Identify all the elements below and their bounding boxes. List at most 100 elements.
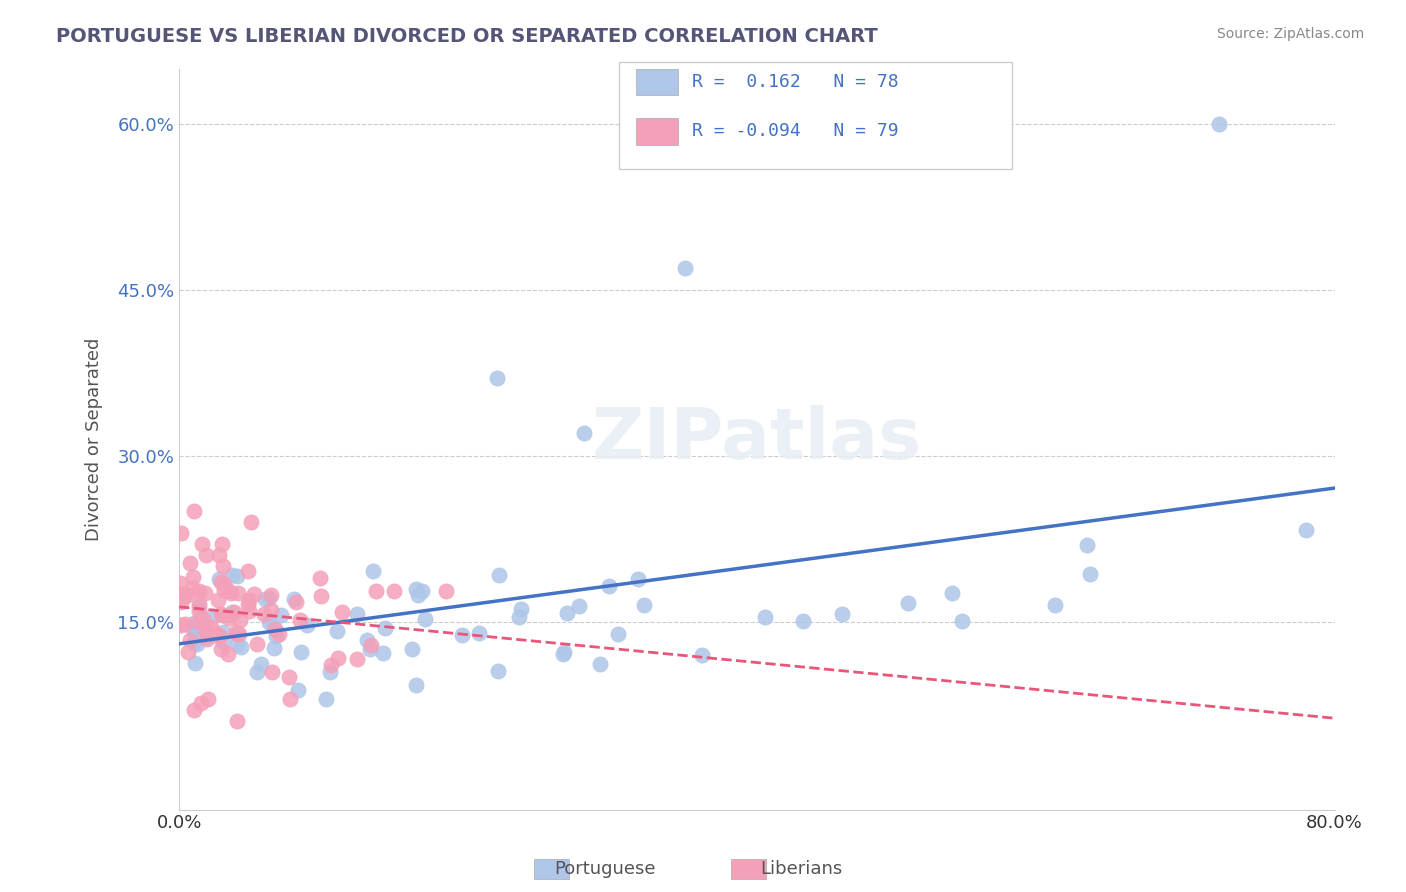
Point <box>253 607 276 622</box>
Point <box>186 637 208 651</box>
Point <box>287 683 309 698</box>
Text: Source: ZipAtlas.com: Source: ZipAtlas.com <box>1216 27 1364 41</box>
Point <box>224 605 246 619</box>
Point <box>236 564 259 578</box>
Point <box>270 607 292 622</box>
Point <box>231 640 253 654</box>
Point <box>183 625 205 640</box>
Point <box>941 586 963 600</box>
Point <box>406 588 429 602</box>
Point <box>253 591 276 606</box>
Point <box>278 670 301 684</box>
Point <box>225 624 247 639</box>
Point <box>211 607 233 622</box>
Point <box>176 588 198 602</box>
Point <box>568 599 591 614</box>
Point <box>212 577 235 591</box>
Point <box>219 585 242 599</box>
Point <box>551 647 574 661</box>
Point <box>195 632 218 646</box>
Point <box>187 597 209 611</box>
Point <box>486 665 509 679</box>
Point <box>897 596 920 610</box>
Point <box>627 572 650 586</box>
Point <box>250 657 273 671</box>
Point <box>191 612 214 626</box>
Point <box>208 573 231 587</box>
Point <box>831 607 853 621</box>
Point <box>212 559 235 574</box>
Point <box>195 620 218 634</box>
Text: Portuguese: Portuguese <box>554 860 655 878</box>
Point <box>209 575 232 590</box>
Point <box>321 657 343 672</box>
Point <box>754 610 776 624</box>
Point <box>555 606 578 620</box>
Point <box>572 426 595 441</box>
Point <box>450 628 472 642</box>
Point <box>290 613 312 627</box>
Point <box>690 648 713 663</box>
Point <box>326 624 349 638</box>
Point <box>194 548 217 562</box>
Point <box>413 612 436 626</box>
Point <box>359 642 381 657</box>
Text: ZIPatlas: ZIPatlas <box>592 405 922 474</box>
Point <box>260 587 283 601</box>
Point <box>356 632 378 647</box>
Point <box>228 627 250 641</box>
Point <box>950 614 973 628</box>
Point <box>226 714 249 728</box>
Point <box>330 605 353 619</box>
Point <box>170 587 193 601</box>
Point <box>238 593 260 607</box>
Point <box>246 637 269 651</box>
Point <box>187 615 209 629</box>
Point <box>589 657 612 672</box>
Point <box>193 617 215 632</box>
Point <box>278 692 301 706</box>
Point <box>201 609 224 624</box>
Point <box>1295 524 1317 538</box>
Point <box>1078 567 1101 582</box>
Point <box>488 568 510 582</box>
Point <box>218 611 240 625</box>
Point <box>257 591 280 605</box>
Point <box>183 703 205 717</box>
Point <box>315 692 337 706</box>
Point <box>290 645 312 659</box>
Point <box>212 634 235 648</box>
Point <box>295 618 318 632</box>
Point <box>284 594 307 608</box>
Point <box>190 696 212 710</box>
Point <box>1208 117 1230 131</box>
Point <box>225 627 247 641</box>
Point <box>283 592 305 607</box>
Point <box>188 584 211 599</box>
Point <box>200 620 222 634</box>
Point <box>1076 538 1098 552</box>
Point <box>319 665 342 680</box>
Point <box>243 587 266 601</box>
Point <box>181 570 204 584</box>
Point <box>208 549 231 563</box>
Point <box>179 557 201 571</box>
Point <box>607 627 630 641</box>
Point <box>553 644 575 658</box>
Point <box>180 582 202 596</box>
Point <box>263 619 285 633</box>
Point <box>208 629 231 643</box>
Point <box>194 585 217 599</box>
Point <box>218 584 240 599</box>
Point <box>371 646 394 660</box>
Point <box>169 617 191 632</box>
Point <box>311 590 333 604</box>
Point <box>382 584 405 599</box>
Point <box>508 610 530 624</box>
Point <box>183 504 205 518</box>
Y-axis label: Divorced or Separated: Divorced or Separated <box>86 337 103 541</box>
Point <box>183 616 205 631</box>
Point <box>194 623 217 637</box>
Point <box>214 582 236 597</box>
Point <box>361 564 384 578</box>
